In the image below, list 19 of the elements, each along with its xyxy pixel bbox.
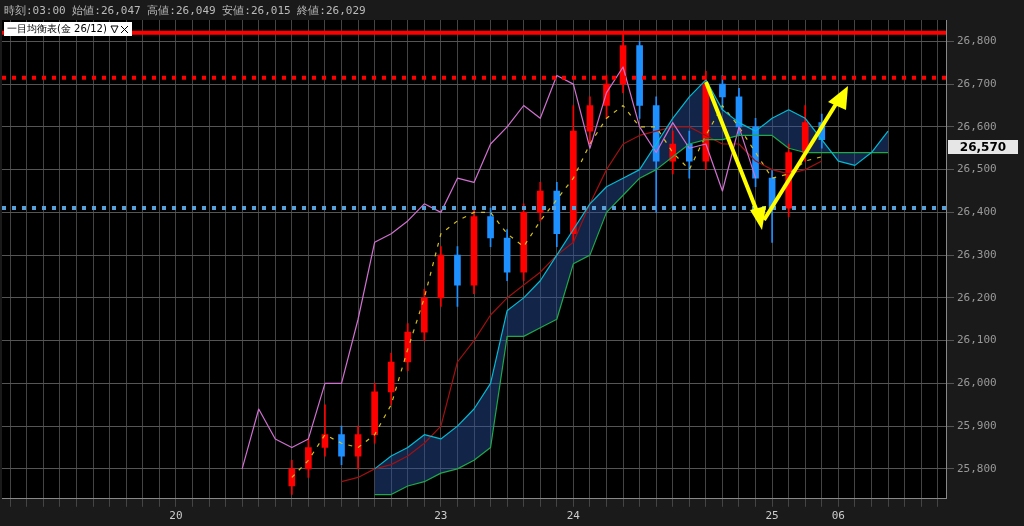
y-tick-label: 26,600 bbox=[957, 119, 997, 133]
y-tick-label: 26,300 bbox=[957, 247, 997, 261]
y-tick-label: 25,800 bbox=[957, 461, 997, 475]
x-tick-label: 06 bbox=[831, 509, 845, 523]
y-tick-label: 26,000 bbox=[957, 376, 997, 390]
y-tick-label: 26,500 bbox=[957, 162, 997, 176]
x-tick-label: 20 bbox=[169, 509, 183, 523]
chart-title: 時刻:03:00 始値:26,047 高値:26,049 安値:26,015 終値:26,029 bbox=[4, 3, 366, 18]
y-tick-label: 25,900 bbox=[957, 418, 997, 432]
y-tick-label: 26,100 bbox=[957, 333, 997, 347]
y-tick-label: 26,700 bbox=[957, 76, 997, 90]
y-tick-label: 26,200 bbox=[957, 290, 997, 304]
text: 26,570 bbox=[948, 140, 1018, 154]
chart-subtitle: 一目均衡表(金 26/12) bbox=[7, 22, 107, 36]
y-tick-label: 26,400 bbox=[957, 205, 997, 219]
x-tick-label: 25 bbox=[765, 509, 779, 523]
x-tick-label: 24 bbox=[566, 509, 581, 523]
x-tick-label: 23 bbox=[434, 509, 448, 523]
y-tick-label: 26,800 bbox=[957, 34, 997, 48]
